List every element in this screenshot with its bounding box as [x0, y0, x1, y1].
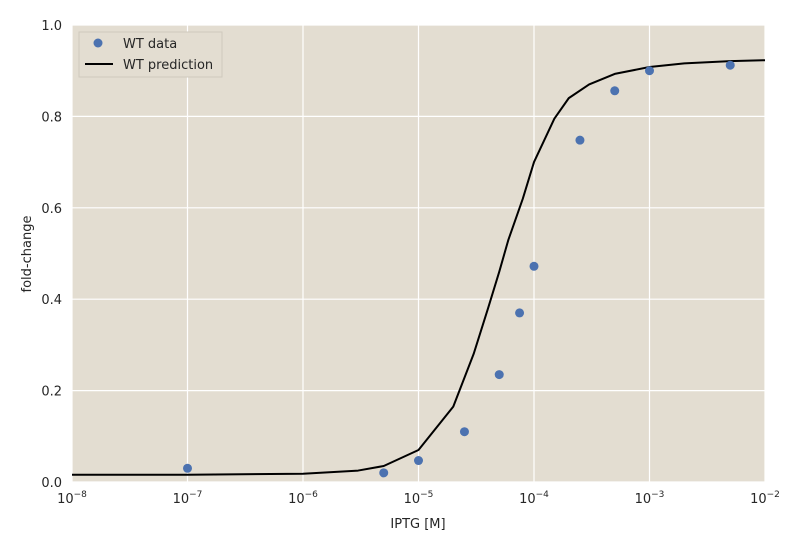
y-tick-labels: 0.0 0.2 0.4 0.6 0.8 1.0 [41, 19, 62, 491]
y-tick-label: 0.8 [41, 110, 62, 125]
x-tick-base: 10 [288, 492, 305, 507]
x-tick-exponent: −3 [651, 490, 664, 500]
x-tick-label: 10−6 [288, 490, 318, 507]
legend-marker-wt-data [93, 38, 103, 48]
wt-data-point [494, 370, 504, 380]
wt-data-point [529, 261, 539, 271]
wt-data-point [610, 86, 620, 96]
x-axis-label: IPTG [M] [390, 517, 445, 532]
x-tick-label: 10−8 [57, 490, 87, 507]
wt-prediction-line [72, 59, 766, 476]
x-tick-base: 10 [404, 492, 421, 507]
x-tick-label: 10−4 [519, 490, 549, 507]
y-tick-label: 0.2 [41, 385, 62, 400]
data-points-layer [183, 60, 735, 478]
wt-data-point [379, 468, 389, 478]
x-tick-label: 10−7 [173, 490, 203, 507]
y-tick-label: 0.4 [41, 293, 62, 308]
x-tick-exponent: −7 [189, 490, 202, 500]
x-tick-exponent: −8 [74, 490, 88, 500]
x-tick-base: 10 [750, 492, 767, 507]
x-tick-base: 10 [635, 492, 652, 507]
x-tick-label: 10−5 [404, 490, 434, 507]
wt-data-point [459, 427, 469, 437]
legend: WT data WT prediction [78, 31, 223, 78]
x-tick-base: 10 [519, 492, 536, 507]
x-tick-base: 10 [173, 492, 190, 507]
x-tick-labels: 10−8 10−7 10−6 10−5 10−4 10−3 10−2 [57, 490, 780, 507]
x-tick-exponent: −2 [767, 490, 780, 500]
prediction-line-layer [72, 59, 766, 476]
y-tick-label: 0.6 [41, 202, 62, 217]
x-tick-base: 10 [57, 492, 74, 507]
x-tick-label: 10−2 [750, 490, 780, 507]
wt-data-point [725, 60, 735, 70]
x-tick-exponent: −6 [305, 490, 319, 500]
legend-label-wt-prediction: WT prediction [123, 58, 213, 73]
legend-box [78, 31, 223, 78]
y-tick-label: 1.0 [41, 19, 62, 34]
wt-data-point [645, 66, 654, 76]
wt-data-point [575, 135, 585, 145]
wt-data-point [515, 308, 525, 318]
y-axis-label: fold-change [20, 216, 35, 293]
grid [71, 24, 766, 483]
x-tick-label: 10−3 [635, 490, 665, 507]
legend-label-wt-data: WT data [123, 37, 177, 52]
wt-data-point [183, 463, 192, 473]
wt-data-point [414, 456, 423, 466]
x-tick-exponent: −5 [420, 490, 433, 500]
y-tick-label: 0.0 [41, 476, 62, 491]
x-tick-exponent: −4 [536, 490, 550, 500]
